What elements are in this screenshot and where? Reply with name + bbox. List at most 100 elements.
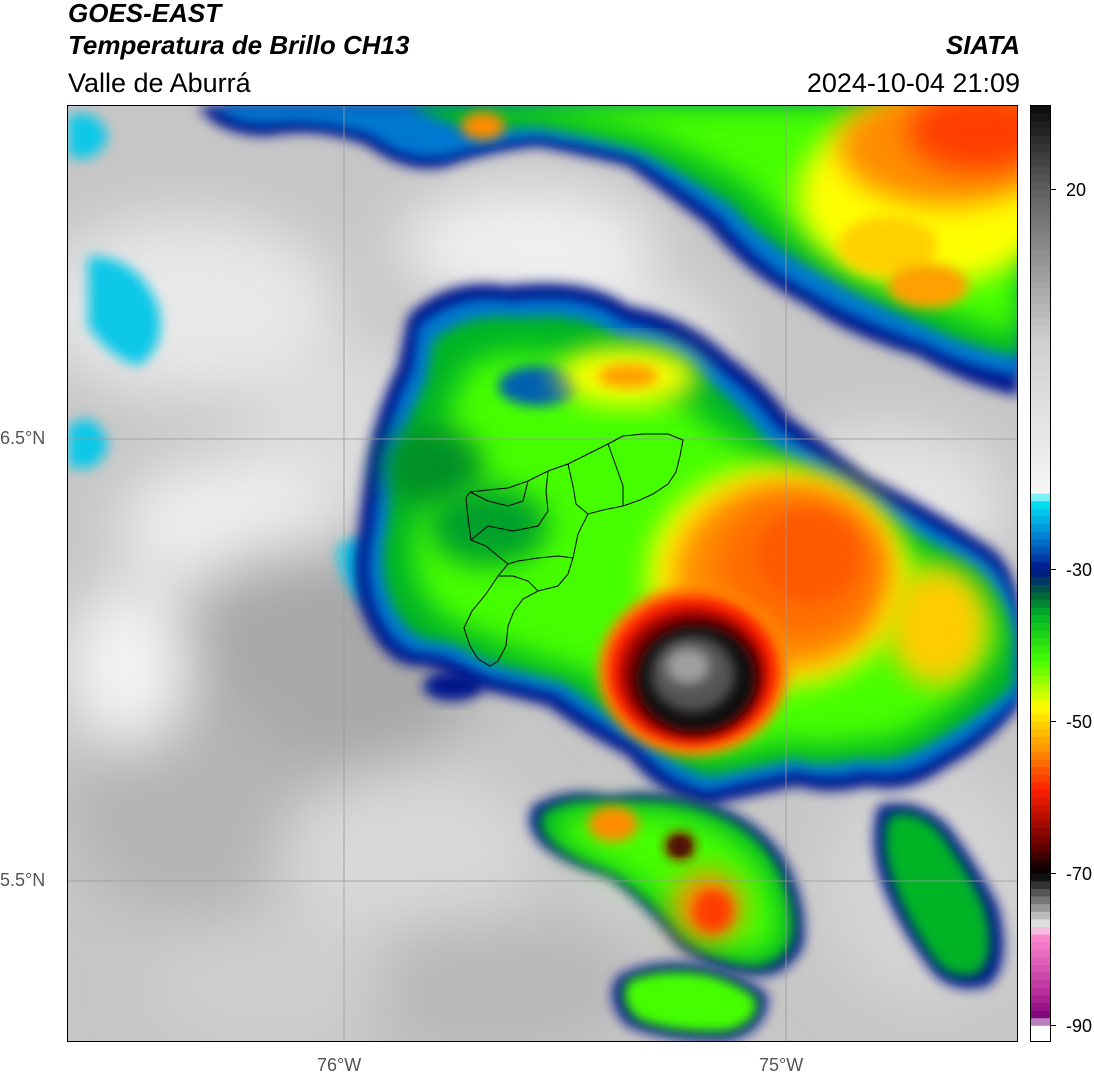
colorbar-band — [1031, 113, 1050, 122]
colorbar-band — [1031, 151, 1050, 160]
colorbar-band — [1031, 1018, 1050, 1027]
colorbar-band — [1031, 235, 1050, 244]
satellite-title: GOES-EAST — [68, 0, 222, 28]
colorbar-band — [1031, 250, 1050, 259]
colorbar-band — [1031, 987, 1050, 996]
colorbar-band — [1031, 432, 1050, 442]
colorbar-band — [1031, 493, 1050, 502]
colorbar-tick-label: -90 — [1066, 1015, 1093, 1036]
colorbar-band — [1031, 957, 1050, 966]
colorbar-band — [1031, 356, 1050, 366]
colorbar-tick-label: -70 — [1066, 863, 1093, 884]
colorbar-band — [1031, 873, 1050, 882]
colorbar-band — [1031, 508, 1050, 518]
colorbar-band — [1031, 797, 1050, 806]
colorbar-band — [1031, 782, 1050, 791]
colorbar-band — [1031, 736, 1050, 746]
colorbar-band — [1031, 1025, 1050, 1034]
colorbar-band — [1031, 995, 1050, 1004]
colorbar-band — [1031, 440, 1050, 449]
boundary-5 — [469, 480, 529, 507]
colorbar-tick-mark — [1051, 569, 1056, 571]
colorbar-band — [1031, 128, 1050, 138]
colorbar-band — [1031, 182, 1050, 191]
colorbar-band — [1031, 972, 1050, 981]
colorbar-band — [1031, 767, 1050, 776]
colorbar-band — [1031, 790, 1050, 799]
colorbar-tick-mark — [1051, 1025, 1056, 1027]
colorbar-band — [1031, 394, 1050, 404]
product-title: Temperatura de Brillo CH13 — [68, 30, 410, 60]
colorbar-band — [1031, 698, 1050, 708]
colorbar-band — [1031, 303, 1050, 312]
gridlines — [68, 106, 1017, 1041]
colorbar-band — [1031, 425, 1050, 434]
colorbar-band — [1031, 904, 1050, 913]
region-subtitle: Valle de Aburrá — [68, 68, 251, 98]
colorbar-band — [1031, 121, 1050, 130]
lon-label-76w: 76°W — [317, 1055, 362, 1075]
colorbar-band — [1031, 569, 1050, 578]
colorbar-band — [1031, 387, 1050, 396]
central-convective-system — [354, 283, 1017, 806]
valley-outline — [463, 433, 684, 667]
colorbar-band — [1031, 159, 1050, 168]
colorbar-band — [1031, 402, 1050, 411]
colorbar-band — [1031, 516, 1050, 525]
colorbar-band — [1031, 919, 1050, 928]
colorbar-band — [1031, 212, 1050, 221]
colorbar-band — [1031, 850, 1050, 860]
brightness-temperature-map — [67, 105, 1018, 1042]
colorbar-band — [1031, 531, 1050, 540]
colorbar-band — [1031, 349, 1050, 358]
colorbar-band — [1031, 630, 1050, 639]
colorbar-band — [1031, 197, 1050, 206]
colorbar-band — [1031, 964, 1050, 974]
colorbar-band — [1031, 752, 1050, 761]
colorbar-band — [1031, 326, 1050, 335]
overshooting-top — [598, 586, 788, 756]
colorbar-band — [1031, 911, 1050, 920]
colorbar-band — [1031, 668, 1050, 677]
lon-label-75w: 75°W — [759, 1055, 804, 1075]
colorbar-band — [1031, 691, 1050, 700]
boundary-6 — [498, 575, 539, 592]
colorbar-band — [1031, 843, 1050, 852]
boundary-4 — [507, 555, 574, 565]
colorbar-band — [1031, 524, 1050, 533]
colorbar-band — [1031, 242, 1050, 252]
colorbar-band — [1031, 265, 1050, 274]
colorbar-band — [1031, 136, 1050, 145]
colorbar-tick-label: -50 — [1066, 711, 1093, 732]
colorbar-band — [1031, 820, 1050, 829]
colorbar-band — [1031, 144, 1050, 153]
colorbar-band — [1031, 653, 1050, 662]
colorbar-band — [1031, 1002, 1050, 1012]
colorbar-band — [1031, 577, 1050, 586]
colorbar-band — [1031, 980, 1050, 989]
colorbar-band — [1031, 926, 1050, 936]
colorbar-band — [1031, 562, 1050, 571]
colorbar-band — [1031, 858, 1050, 867]
colorbar-band — [1031, 554, 1050, 563]
colorbar-band — [1031, 364, 1050, 373]
colorbar-band — [1031, 341, 1050, 350]
colorbar-band — [1031, 592, 1050, 601]
valle-de-aburra-boundaries — [463, 433, 684, 667]
colorbar-band — [1031, 318, 1050, 328]
colorbar-band — [1031, 227, 1050, 236]
boundary-2 — [607, 443, 624, 506]
colorbar-band — [1031, 812, 1050, 822]
colorbar-band — [1031, 660, 1050, 670]
west-cell — [423, 671, 483, 701]
colorbar-band — [1031, 638, 1050, 647]
colorbar-band — [1031, 744, 1050, 753]
colorbar-band — [1031, 866, 1050, 875]
colorbar-band — [1031, 828, 1050, 837]
boundary-1 — [567, 463, 589, 515]
colorbar-band — [1031, 1010, 1050, 1019]
southern-cells — [529, 792, 1004, 1041]
northeast-cloud-band — [198, 106, 1017, 396]
colorbar-band — [1031, 942, 1050, 951]
colorbar-band — [1031, 683, 1050, 692]
